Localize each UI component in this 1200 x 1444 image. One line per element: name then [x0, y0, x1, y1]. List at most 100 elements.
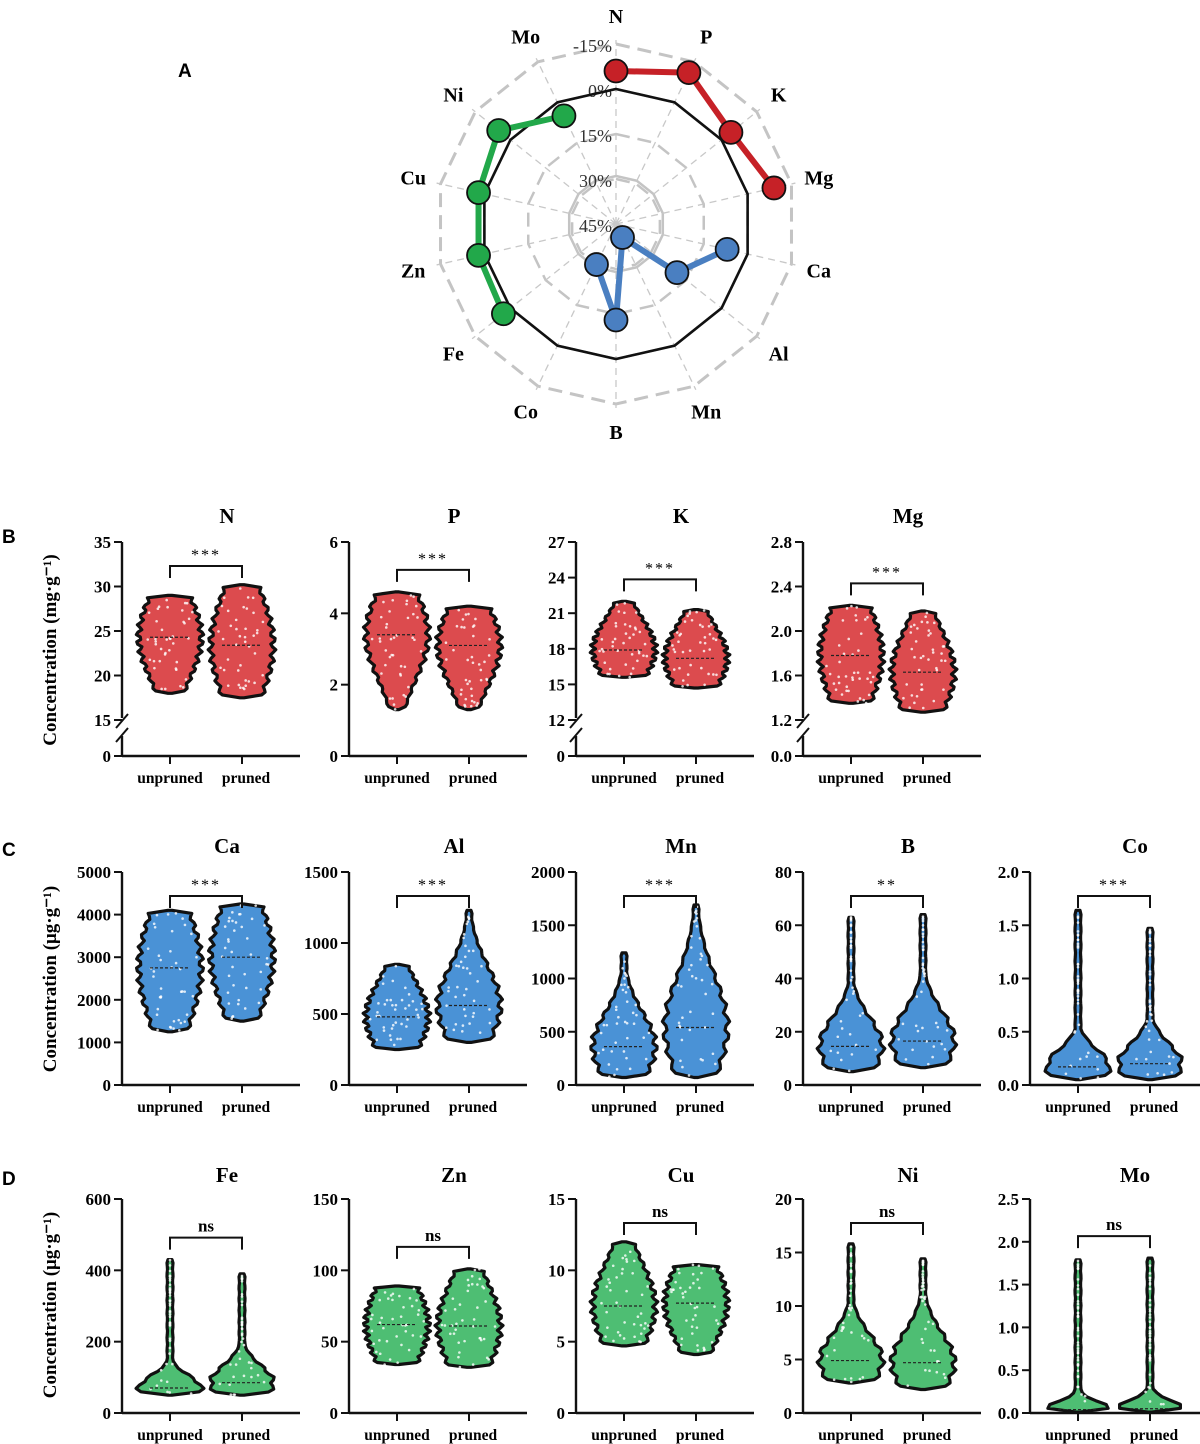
- y-tick-label: 3000: [77, 948, 111, 967]
- radar-spoke: [615, 223, 796, 266]
- data-point: [606, 1326, 609, 1329]
- data-point: [159, 647, 163, 651]
- data-point: [631, 1011, 635, 1015]
- data-point: [1076, 1369, 1080, 1373]
- data-point: [621, 1267, 624, 1271]
- data-point: [1148, 1264, 1152, 1267]
- data-point: [622, 641, 625, 645]
- data-point: [644, 1322, 647, 1325]
- data-point: [840, 1329, 843, 1333]
- radar-axis-label-k: K: [771, 84, 787, 106]
- data-point: [246, 596, 250, 599]
- data-point: [621, 966, 624, 970]
- data-point: [1148, 1386, 1151, 1390]
- radar-spoke: [436, 223, 617, 266]
- data-point: [160, 628, 164, 632]
- data-point: [849, 1278, 853, 1282]
- data-point: [404, 1330, 408, 1333]
- data-point: [168, 1294, 172, 1297]
- data-point: [715, 673, 718, 677]
- data-point: [390, 1027, 394, 1030]
- data-point: [378, 1352, 382, 1356]
- data-point: [179, 1021, 183, 1025]
- data-point: [935, 1370, 939, 1374]
- y-tick-label: 1.0: [998, 1318, 1019, 1337]
- data-point: [444, 1309, 447, 1312]
- data-point: [158, 659, 162, 663]
- data-point: [240, 1340, 243, 1344]
- data-point: [680, 985, 683, 988]
- data-point: [163, 687, 167, 691]
- data-point: [399, 672, 402, 676]
- data-point: [177, 1018, 181, 1022]
- data-point: [229, 1393, 233, 1397]
- data-point: [1148, 1346, 1152, 1349]
- data-point: [640, 1293, 644, 1297]
- data-point: [166, 913, 170, 916]
- data-point: [841, 619, 845, 622]
- y-tick-label: 2.5: [998, 1190, 1019, 1209]
- data-point: [1076, 1278, 1080, 1281]
- data-point: [464, 944, 467, 948]
- data-point: [462, 933, 466, 936]
- significance-bracket: [1077, 895, 1151, 908]
- data-point: [915, 694, 919, 698]
- data-point: [471, 661, 475, 665]
- data-point: [466, 920, 470, 923]
- x-tick-label: unpruned: [137, 1427, 203, 1444]
- data-point: [850, 975, 854, 979]
- data-point: [646, 1285, 649, 1288]
- data-point: [157, 605, 161, 609]
- data-point: [471, 949, 475, 953]
- data-point: [843, 1377, 847, 1381]
- data-point: [694, 909, 698, 913]
- data-point: [240, 1317, 244, 1321]
- data-point: [943, 1376, 947, 1380]
- data-point: [605, 1310, 608, 1314]
- data-point: [707, 672, 710, 676]
- data-point: [1147, 1029, 1151, 1033]
- data-point: [472, 1318, 476, 1321]
- data-point: [670, 1290, 673, 1294]
- y-tick-label: 400: [86, 1261, 112, 1280]
- data-point: [394, 1003, 398, 1007]
- data-point: [912, 623, 916, 627]
- data-point: [228, 1383, 231, 1386]
- data-point: [1146, 1073, 1150, 1076]
- data-point: [1076, 1334, 1080, 1338]
- data-point: [159, 958, 162, 962]
- data-point: [478, 1031, 482, 1034]
- data-point: [686, 683, 689, 687]
- radar-ring-label: 15%: [579, 126, 612, 146]
- data-point: [921, 1270, 925, 1273]
- y-tick-label: 0: [557, 1404, 566, 1423]
- data-point: [672, 668, 676, 671]
- data-point: [464, 1014, 467, 1018]
- data-point: [262, 1380, 266, 1384]
- data-point: [392, 636, 396, 639]
- data-point: [251, 596, 255, 600]
- data-point: [623, 1020, 627, 1024]
- data-point: [620, 1272, 624, 1275]
- data-point: [1076, 989, 1080, 993]
- data-point: [849, 1252, 853, 1255]
- data-point: [700, 978, 704, 982]
- data-point: [688, 1028, 692, 1032]
- data-point: [252, 611, 255, 615]
- data-point: [236, 669, 240, 672]
- data-point: [265, 956, 269, 960]
- data-point: [1076, 1385, 1080, 1389]
- y-tick-label: 0.0: [998, 1076, 1019, 1095]
- data-point: [369, 1317, 373, 1321]
- data-point: [183, 990, 186, 993]
- radar-spoke: [615, 57, 697, 225]
- data-point: [678, 666, 681, 670]
- data-point: [628, 624, 632, 628]
- data-point: [385, 1339, 389, 1343]
- data-point: [599, 1031, 603, 1035]
- violin-plot-k: K 0 12 15 18 21 24 27 unpruned pruned ***: [548, 504, 754, 787]
- violin-plot-co: Co 0.0 0.5 1.0 1.5 2.0 unpruned pruned ***: [998, 834, 1200, 1116]
- data-point: [696, 1278, 699, 1281]
- y-tick-label: 0: [103, 747, 112, 766]
- data-point: [856, 671, 860, 674]
